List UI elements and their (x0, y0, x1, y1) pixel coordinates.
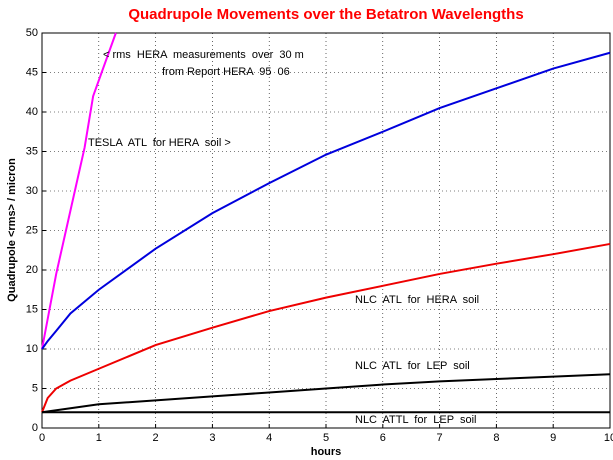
x-tick-label: 5 (323, 432, 329, 444)
y-tick-label: 20 (26, 264, 38, 276)
y-axis-label: Quadrupole <rms> / micron (6, 158, 18, 302)
annotation: from Report HERA 95 06 (162, 66, 290, 78)
x-tick-label: 4 (266, 432, 272, 444)
y-tick-label: 45 (26, 66, 38, 78)
line-series (41, 51, 611, 350)
annotation: NLC ATL for HERA soil (355, 294, 479, 306)
y-tick-label: 15 (26, 303, 38, 315)
y-tick-label: 5 (32, 382, 38, 394)
annotation: NLC ATL for LEP soil (355, 360, 470, 372)
line-series (41, 242, 611, 413)
annotation: TESLA ATL for HERA soil > (88, 137, 231, 149)
x-tick-label: 7 (437, 432, 443, 444)
x-tick-label: 10 (604, 432, 613, 444)
y-tick-label: 40 (26, 106, 38, 118)
y-tick-label: 25 (26, 224, 38, 236)
x-tick-label: 0 (39, 432, 45, 444)
chart-title: Quadrupole Movements over the Betatron W… (128, 6, 523, 23)
x-tick-label: 8 (493, 432, 499, 444)
line-series (41, 373, 611, 414)
line-series (41, 32, 117, 350)
x-tick-label: 9 (550, 432, 556, 444)
y-tick-label: 0 (32, 422, 38, 434)
annotation: < rms HERA measurements over 30 m (103, 49, 304, 61)
x-tick-label: 3 (209, 432, 215, 444)
x-tick-label: 1 (96, 432, 102, 444)
x-tick-label: 2 (153, 432, 159, 444)
y-tick-label: 10 (26, 343, 38, 355)
y-tick-label: 50 (26, 27, 38, 39)
y-tick-label: 30 (26, 185, 38, 197)
y-tick-label: 35 (26, 145, 38, 157)
annotation: NLC ATTL for LEP soil (355, 414, 476, 426)
x-axis-label: hours (311, 446, 342, 458)
x-tick-label: 6 (380, 432, 386, 444)
plot-frame (41, 32, 611, 429)
